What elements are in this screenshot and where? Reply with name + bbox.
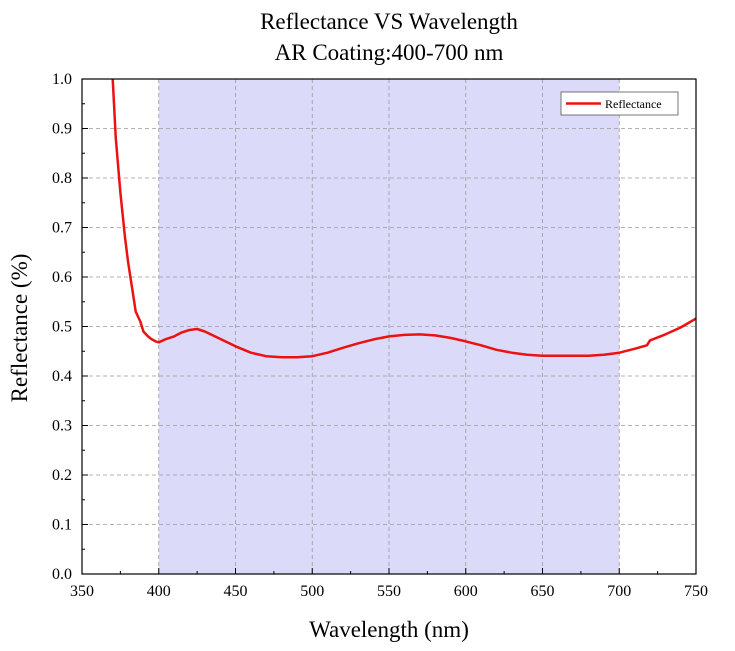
chart-title: Reflectance VS Wavelength [260,9,518,34]
y-tick-label: 0.5 [52,319,72,336]
x-tick-label: 450 [224,583,248,600]
y-tick-label: 0.6 [52,269,72,286]
series-line-reflectance [111,78,697,359]
y-tick-label: 0.0 [52,566,72,583]
x-tick-label: 600 [454,583,478,600]
y-tick-label: 0.7 [52,220,72,237]
x-tick-label: 350 [70,583,94,600]
y-tick-label: 0.1 [52,517,72,534]
y-axis-label: Reflectance (%) [7,254,32,403]
y-tick-label: 0.2 [52,467,72,484]
y-tick-label: 0.9 [52,121,72,138]
chart-subtitle: AR Coating:400-700 nm [275,40,504,65]
x-tick-label: 700 [607,583,631,600]
x-tick-label: 550 [377,583,401,600]
y-ticks: 0.0 0.1 0.2 0.3 0.4 0.5 0.6 0.7 0.8 0.9 1.0 [52,71,88,583]
y-tick-label: 0.4 [52,368,72,385]
y-tick-label: 0.8 [52,170,72,187]
plot-frame [81,78,697,575]
legend-label-reflectance: Reflectance [605,97,662,111]
x-tick-label: 500 [300,583,324,600]
x-tick-label: 650 [531,583,555,600]
x-axis-label: Wavelength (nm) [309,617,469,642]
legend: Reflectance [560,91,679,116]
x-tick-label: 400 [147,583,171,600]
y-tick-label: 1.0 [52,71,72,88]
legend-box [560,91,679,116]
y-tick-label: 0.3 [52,418,72,435]
x-tick-label: 750 [684,583,708,600]
grid [82,79,696,574]
x-ticks: 350 400 450 500 550 600 650 700 750 [70,568,708,600]
